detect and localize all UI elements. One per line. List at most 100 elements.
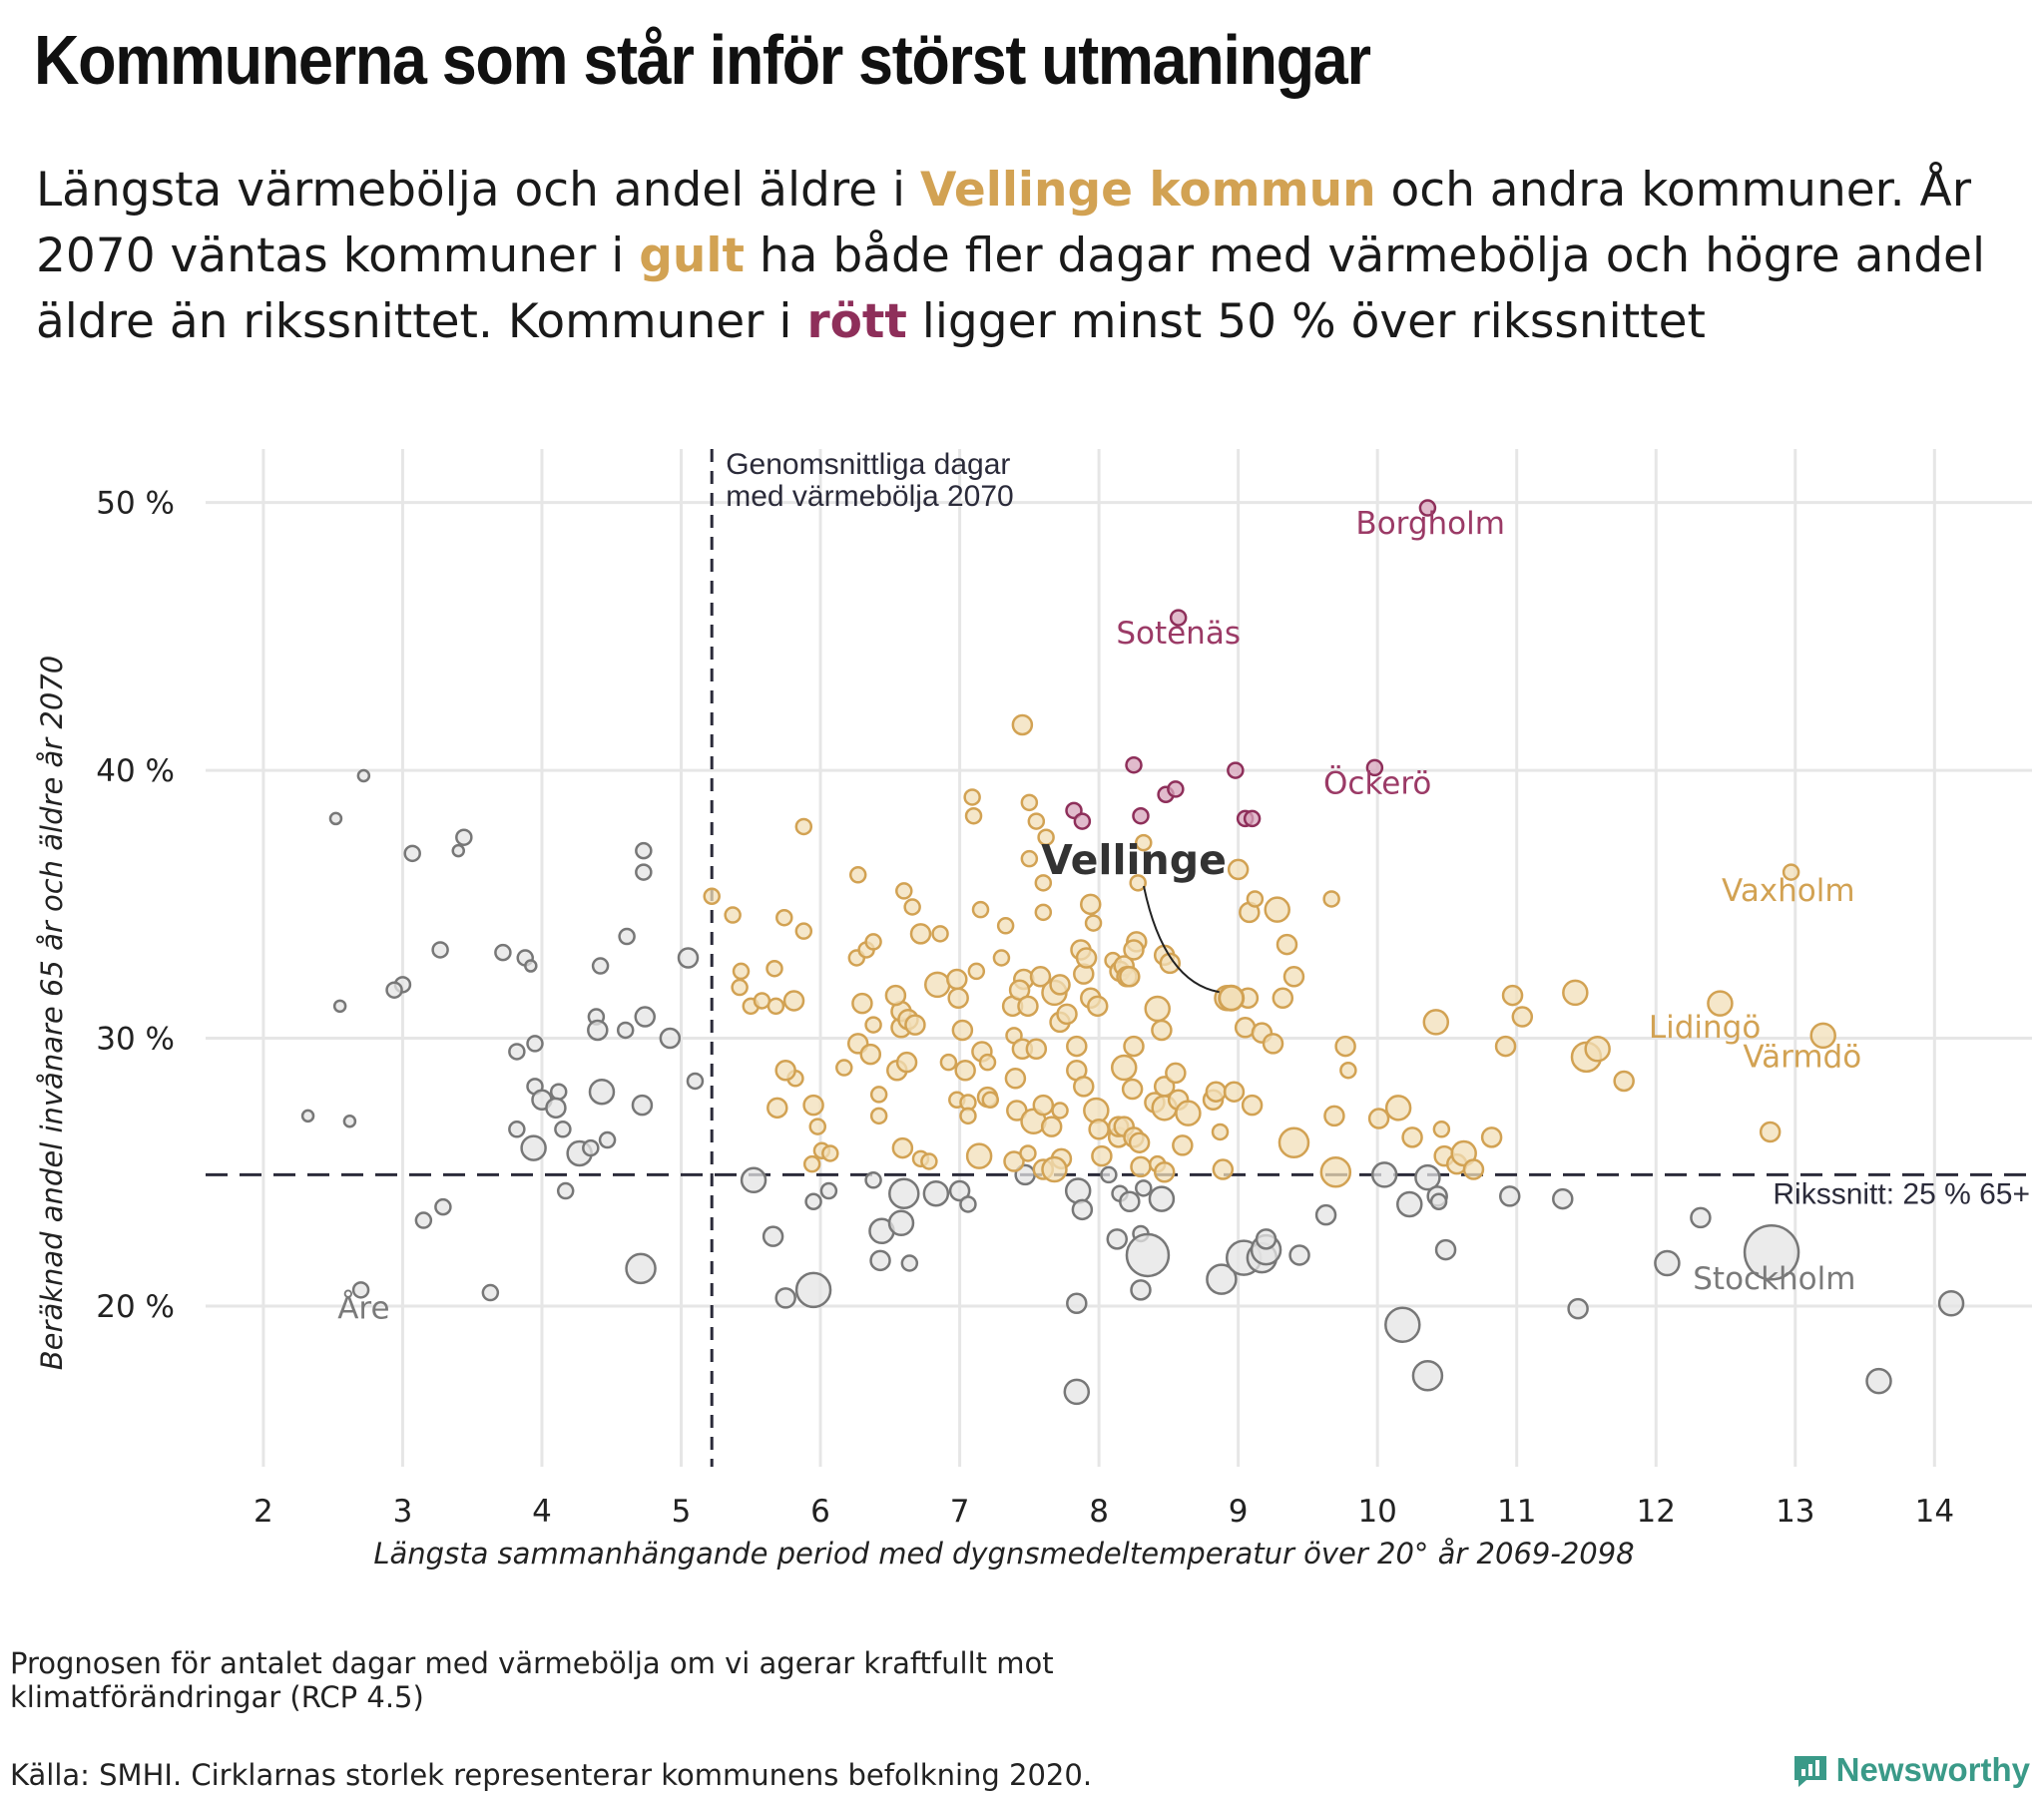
yellow-point xyxy=(1041,1155,1068,1183)
gray-point xyxy=(524,959,538,973)
yellow-point xyxy=(774,1059,796,1082)
gray-point xyxy=(385,981,403,999)
yellow-point xyxy=(794,922,813,940)
yellow-point xyxy=(766,997,785,1016)
gray-point xyxy=(455,828,473,846)
footnote: Prognosen för antalet dagar med värmeböl… xyxy=(10,1646,1054,1714)
yellow-point xyxy=(1083,1097,1110,1124)
gray-point xyxy=(887,1209,915,1236)
yellow-point xyxy=(895,882,913,900)
yellow-point xyxy=(1494,1035,1517,1058)
yellow-point xyxy=(996,917,1015,935)
yellow-point xyxy=(821,1144,839,1162)
gray-point xyxy=(774,1287,796,1309)
yellow-point xyxy=(724,906,742,924)
gray-point xyxy=(616,1021,635,1040)
gray-point xyxy=(403,844,421,863)
gray-point xyxy=(451,843,466,858)
gray-point xyxy=(900,1254,919,1272)
yellow-point xyxy=(1091,1144,1113,1167)
yellow-point xyxy=(1175,1100,1202,1126)
brand-logo[interactable]: Newsworthy xyxy=(1792,1751,2030,1789)
source-note: Källa: SMHI. Cirklarnas storlek represen… xyxy=(10,1758,1093,1792)
gray-point xyxy=(556,1181,575,1200)
yellow-point xyxy=(1003,1150,1025,1172)
gray-point xyxy=(1434,1238,1457,1261)
yellow-point xyxy=(1075,947,1098,969)
yellow-point xyxy=(1562,979,1589,1007)
gray-point xyxy=(342,1114,357,1128)
yellow-point xyxy=(1129,874,1147,892)
yellow-point xyxy=(864,1016,882,1034)
gray-point xyxy=(959,1195,977,1213)
gray-point xyxy=(864,1171,882,1189)
gray-point xyxy=(1414,1163,1441,1191)
gray-point xyxy=(922,1179,950,1207)
yellow-point xyxy=(947,987,969,1010)
yellow-point xyxy=(1262,1033,1284,1055)
red-point xyxy=(1365,758,1384,777)
yellow-point xyxy=(1130,1155,1152,1178)
gray-point xyxy=(414,1211,433,1229)
yellow-point xyxy=(1025,1038,1048,1061)
yellow-point xyxy=(1032,1094,1055,1117)
gray-point xyxy=(635,863,653,881)
gray-point xyxy=(618,927,636,946)
yellow-point xyxy=(946,968,968,991)
gray-point xyxy=(1071,1198,1094,1221)
gray-point xyxy=(869,1249,891,1272)
yellow-point xyxy=(1241,1094,1264,1117)
yellow-point xyxy=(1322,890,1340,908)
yellow-point xyxy=(1123,939,1145,961)
yellow-point xyxy=(1432,1121,1451,1138)
gray-point xyxy=(1135,1179,1153,1197)
gray-point xyxy=(1429,1192,1448,1211)
gray-point xyxy=(1063,1378,1091,1406)
gray-point xyxy=(332,999,347,1014)
yellow-point xyxy=(1401,1126,1423,1148)
yellow-point xyxy=(1223,1081,1246,1103)
yellow-point xyxy=(1123,1035,1145,1058)
yellow-point xyxy=(851,992,873,1015)
yellow-point xyxy=(1034,903,1053,922)
gray-point xyxy=(1865,1367,1892,1395)
yellow-point xyxy=(1613,1070,1635,1093)
yellow-point xyxy=(1051,1102,1069,1120)
yellow-point xyxy=(1020,793,1039,812)
yellow-point xyxy=(1110,1054,1138,1082)
gray-point xyxy=(588,1078,616,1106)
brand-name: Newsworthy xyxy=(1835,1751,2030,1788)
yellow-point xyxy=(1212,1158,1235,1180)
gray-point xyxy=(554,1121,572,1138)
yellow-point xyxy=(766,959,783,978)
yellow-point xyxy=(904,1014,926,1036)
gray-point xyxy=(328,811,343,826)
yellow-point xyxy=(1153,1160,1176,1183)
yellow-point xyxy=(1049,974,1071,996)
yellow-point xyxy=(703,887,721,906)
x-tick-label: 11 xyxy=(1497,1494,1536,1530)
gray-point xyxy=(1100,1165,1118,1184)
gray-point xyxy=(434,1197,452,1216)
yellow-point xyxy=(1227,858,1250,881)
vellinge-point xyxy=(1218,984,1246,1012)
chart-subtitle: Längsta värmebölja och andel äldre i Vel… xyxy=(36,158,1992,355)
subtitle-highlight-yellow: gult xyxy=(639,228,745,283)
gray-point xyxy=(1654,1249,1681,1277)
gray-point xyxy=(631,1094,654,1117)
yellow-point xyxy=(891,1136,914,1159)
y-tick-label: 20 % xyxy=(96,1289,175,1325)
gray-point xyxy=(659,1027,682,1050)
gray-point xyxy=(794,1271,832,1309)
yellow-point xyxy=(808,1118,827,1135)
yellow-point xyxy=(992,949,1011,967)
yellow-point xyxy=(1511,1006,1534,1028)
yellow-point xyxy=(967,962,986,981)
yellow-point xyxy=(931,925,949,943)
gray-point xyxy=(819,1181,838,1200)
subtitle-text-4: ligger minst 50 % över rikssnittet xyxy=(906,294,1706,349)
gray-point xyxy=(1255,1228,1278,1250)
gray-point xyxy=(804,1192,822,1211)
subtitle-text-2: och andra kommuner. År 2070 väntas kommu… xyxy=(36,163,1972,283)
